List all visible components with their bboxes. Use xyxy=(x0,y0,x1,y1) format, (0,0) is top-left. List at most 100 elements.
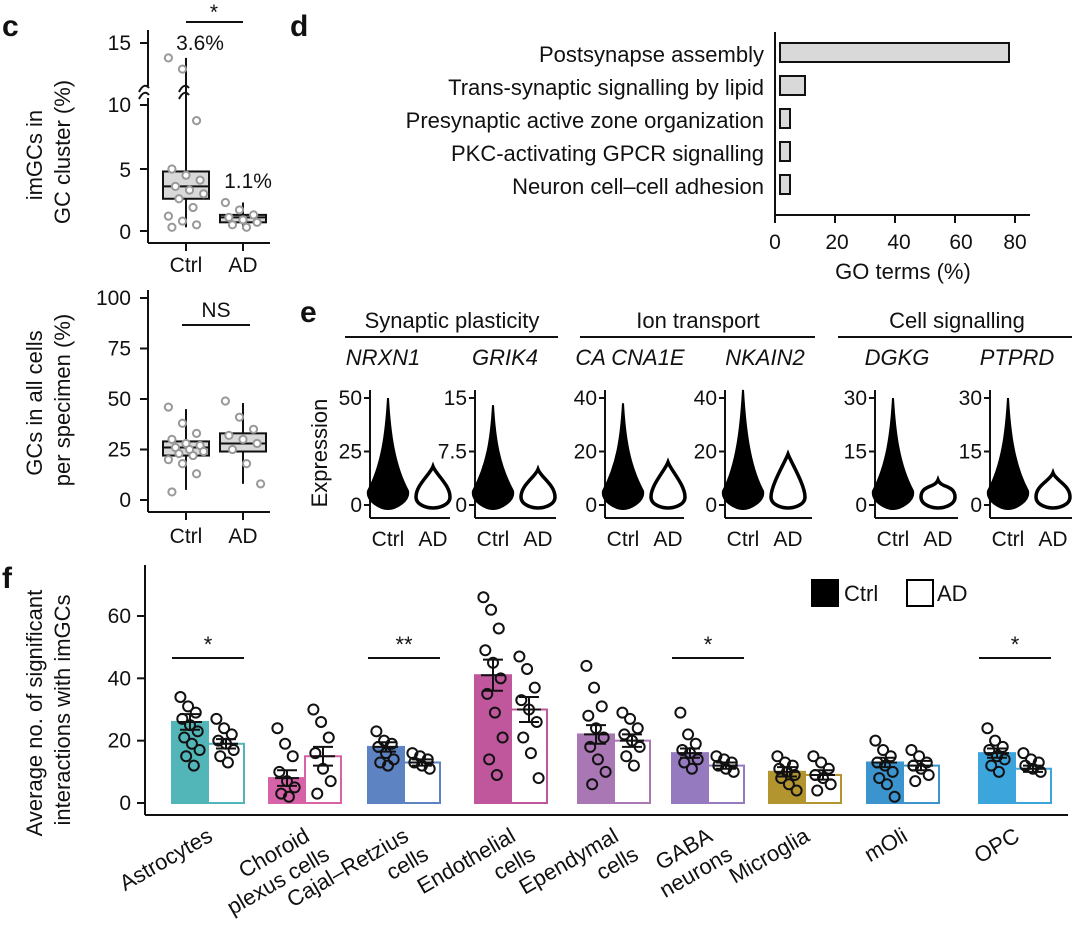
f-point-ctrl-4-1 xyxy=(588,681,601,694)
e-xtick-ad-2: AD xyxy=(653,528,682,551)
f-point-ctrl-2-0 xyxy=(370,725,383,738)
e-gene-nrxn1: NRXN1 xyxy=(346,345,421,370)
f-category-label-8: OPC xyxy=(970,823,1024,869)
f-ytick-2: 40 xyxy=(108,667,131,690)
f-point-ctrl-5-1 xyxy=(682,728,695,741)
f-point-ad-4-1 xyxy=(624,712,637,725)
c-top-point-1-7 xyxy=(241,222,252,232)
f-point-ctrl-8-0 xyxy=(981,722,994,735)
f-point-ad-3-4 xyxy=(523,703,535,716)
d-bar-1 xyxy=(779,75,806,96)
c-top-point-0-0 xyxy=(163,53,173,63)
f-point-ctrl-0-1 xyxy=(182,700,195,713)
f-point-ctrl-0-7 xyxy=(185,737,198,750)
e-ytick-3-1: 20 xyxy=(694,441,717,464)
legend-label-ad: AD xyxy=(937,581,968,606)
c-top-point-0-3 xyxy=(167,164,177,174)
f-point-ad-3-6 xyxy=(517,731,530,744)
e-violin-ad-5 xyxy=(1034,467,1072,510)
c-top-significance: * xyxy=(210,1,218,24)
e-group-title-ion: Ion transport xyxy=(636,308,760,333)
e-ytick-1-2: 15 xyxy=(444,387,467,410)
d-plot xyxy=(774,42,1016,223)
d-category-presynaptic: Presynaptic active zone organization xyxy=(406,108,764,133)
c-top-plot xyxy=(162,53,267,232)
c-bottom-axes xyxy=(147,290,270,520)
d-xtick-40: 40 xyxy=(887,231,910,254)
f-point-ctrl-8-6 xyxy=(985,759,998,772)
f-point-ad-6-4 xyxy=(817,772,829,785)
e-xtick-ctrl-2: Ctrl xyxy=(607,528,640,551)
f-point-ad-3-7 xyxy=(524,747,537,760)
f-point-ad-0-0 xyxy=(210,712,223,725)
legend-swatch-ad xyxy=(906,579,934,607)
e-xtick-ad-4: AD xyxy=(923,528,952,551)
c-top-ytick-15: 15 xyxy=(108,32,131,55)
f-point-ad-6-1 xyxy=(815,756,828,769)
c-bottom-point-0-8 xyxy=(199,446,209,457)
f-point-ad-1-6 xyxy=(311,787,324,800)
e-ytick-0-1: 25 xyxy=(339,441,362,464)
f-point-ctrl-1-3 xyxy=(273,765,286,778)
f-point-ctrl-5-7 xyxy=(685,762,698,775)
f-point-ctrl-0-8 xyxy=(193,744,206,757)
c-bottom-ylabel-line1: GCs in all cells xyxy=(22,330,47,475)
c-bottom-significance: NS xyxy=(201,299,230,322)
e-violin-ctrl-3 xyxy=(721,389,765,511)
f-point-ctrl-8-1 xyxy=(989,734,1002,747)
f-point-ctrl-0-2 xyxy=(189,706,202,719)
f-point-ctrl-7-1 xyxy=(877,744,890,757)
d-category-trans-synaptic: Trans-synaptic signalling by lipid xyxy=(448,75,764,100)
panel-label-e: e xyxy=(300,296,317,329)
e-xtick-ctrl-3: Ctrl xyxy=(727,528,760,551)
f-point-ctrl-7-8 xyxy=(888,790,901,803)
f-point-ad-5-3 xyxy=(712,759,725,772)
c-top-point-0-2 xyxy=(191,116,202,126)
f-point-ad-2-5 xyxy=(423,762,436,775)
f-point-ctrl-3-10 xyxy=(490,768,503,781)
panel-d: Postsynapse assembly Trans-synaptic sign… xyxy=(406,32,1030,284)
c-bottom-point-1-6 xyxy=(227,444,238,455)
c-top-ylabel-line2: GC cluster (%) xyxy=(50,80,75,224)
c-bottom-point-1-7 xyxy=(241,459,252,469)
f-point-ctrl-2-4 xyxy=(380,747,392,760)
f-point-ad-0-1 xyxy=(218,722,231,735)
c-top-point-1-1 xyxy=(234,205,245,215)
f-point-ad-8-5 xyxy=(1034,765,1047,778)
f-ytick-1: 20 xyxy=(108,730,131,753)
f-point-ad-7-5 xyxy=(922,768,935,781)
f-ylabel: Average no. of significant interactions … xyxy=(22,584,75,837)
e-ytick-5-0: 0 xyxy=(970,494,982,517)
c-top-point-1-4 xyxy=(238,215,248,225)
f-point-ctrl-3-6 xyxy=(481,687,494,700)
f-point-ctrl-0-0 xyxy=(174,691,187,704)
f-point-ctrl-5-5 xyxy=(691,753,704,766)
c-bottom-ytick-1: 25 xyxy=(108,439,131,462)
f-category-label-7: mOli xyxy=(860,823,912,867)
f-point-ad-3-2 xyxy=(528,681,541,694)
c-top-point-0-11 xyxy=(163,211,173,221)
e-violin-ctrl-4 xyxy=(871,397,915,511)
d-axes xyxy=(774,32,1030,216)
c-top-point-0-10 xyxy=(188,202,198,213)
e-violin-ad-4 xyxy=(919,475,957,510)
c-bottom-point-1-4 xyxy=(238,434,248,444)
c-top-ytick-10: 10 xyxy=(108,94,131,117)
f-point-ctrl-0-3 xyxy=(176,712,189,725)
f-point-ad-2-4 xyxy=(416,759,428,772)
f-point-ctrl-6-6 xyxy=(775,772,788,785)
f-point-ad-0-7 xyxy=(221,756,234,769)
c-bottom-point-0-0 xyxy=(163,402,173,412)
f-category-label-5: GABAneurons xyxy=(642,819,736,903)
e-xtick-ad-0: AD xyxy=(418,528,447,551)
e-ytick-0-0: 0 xyxy=(350,494,362,517)
f-category-label-3: Endothelialcells xyxy=(413,819,540,922)
f-point-ctrl-3-7 xyxy=(488,706,501,719)
f-point-ctrl-7-2 xyxy=(884,750,897,763)
e-gene-dgkg: DGKG xyxy=(865,345,930,370)
c-top-axes xyxy=(140,30,270,251)
e-violin-ctrl-0 xyxy=(366,397,410,511)
f-point-ctrl-1-2 xyxy=(286,750,299,763)
f-point-ctrl-0-4 xyxy=(184,719,196,732)
c-bottom-point-1-0 xyxy=(220,396,230,406)
